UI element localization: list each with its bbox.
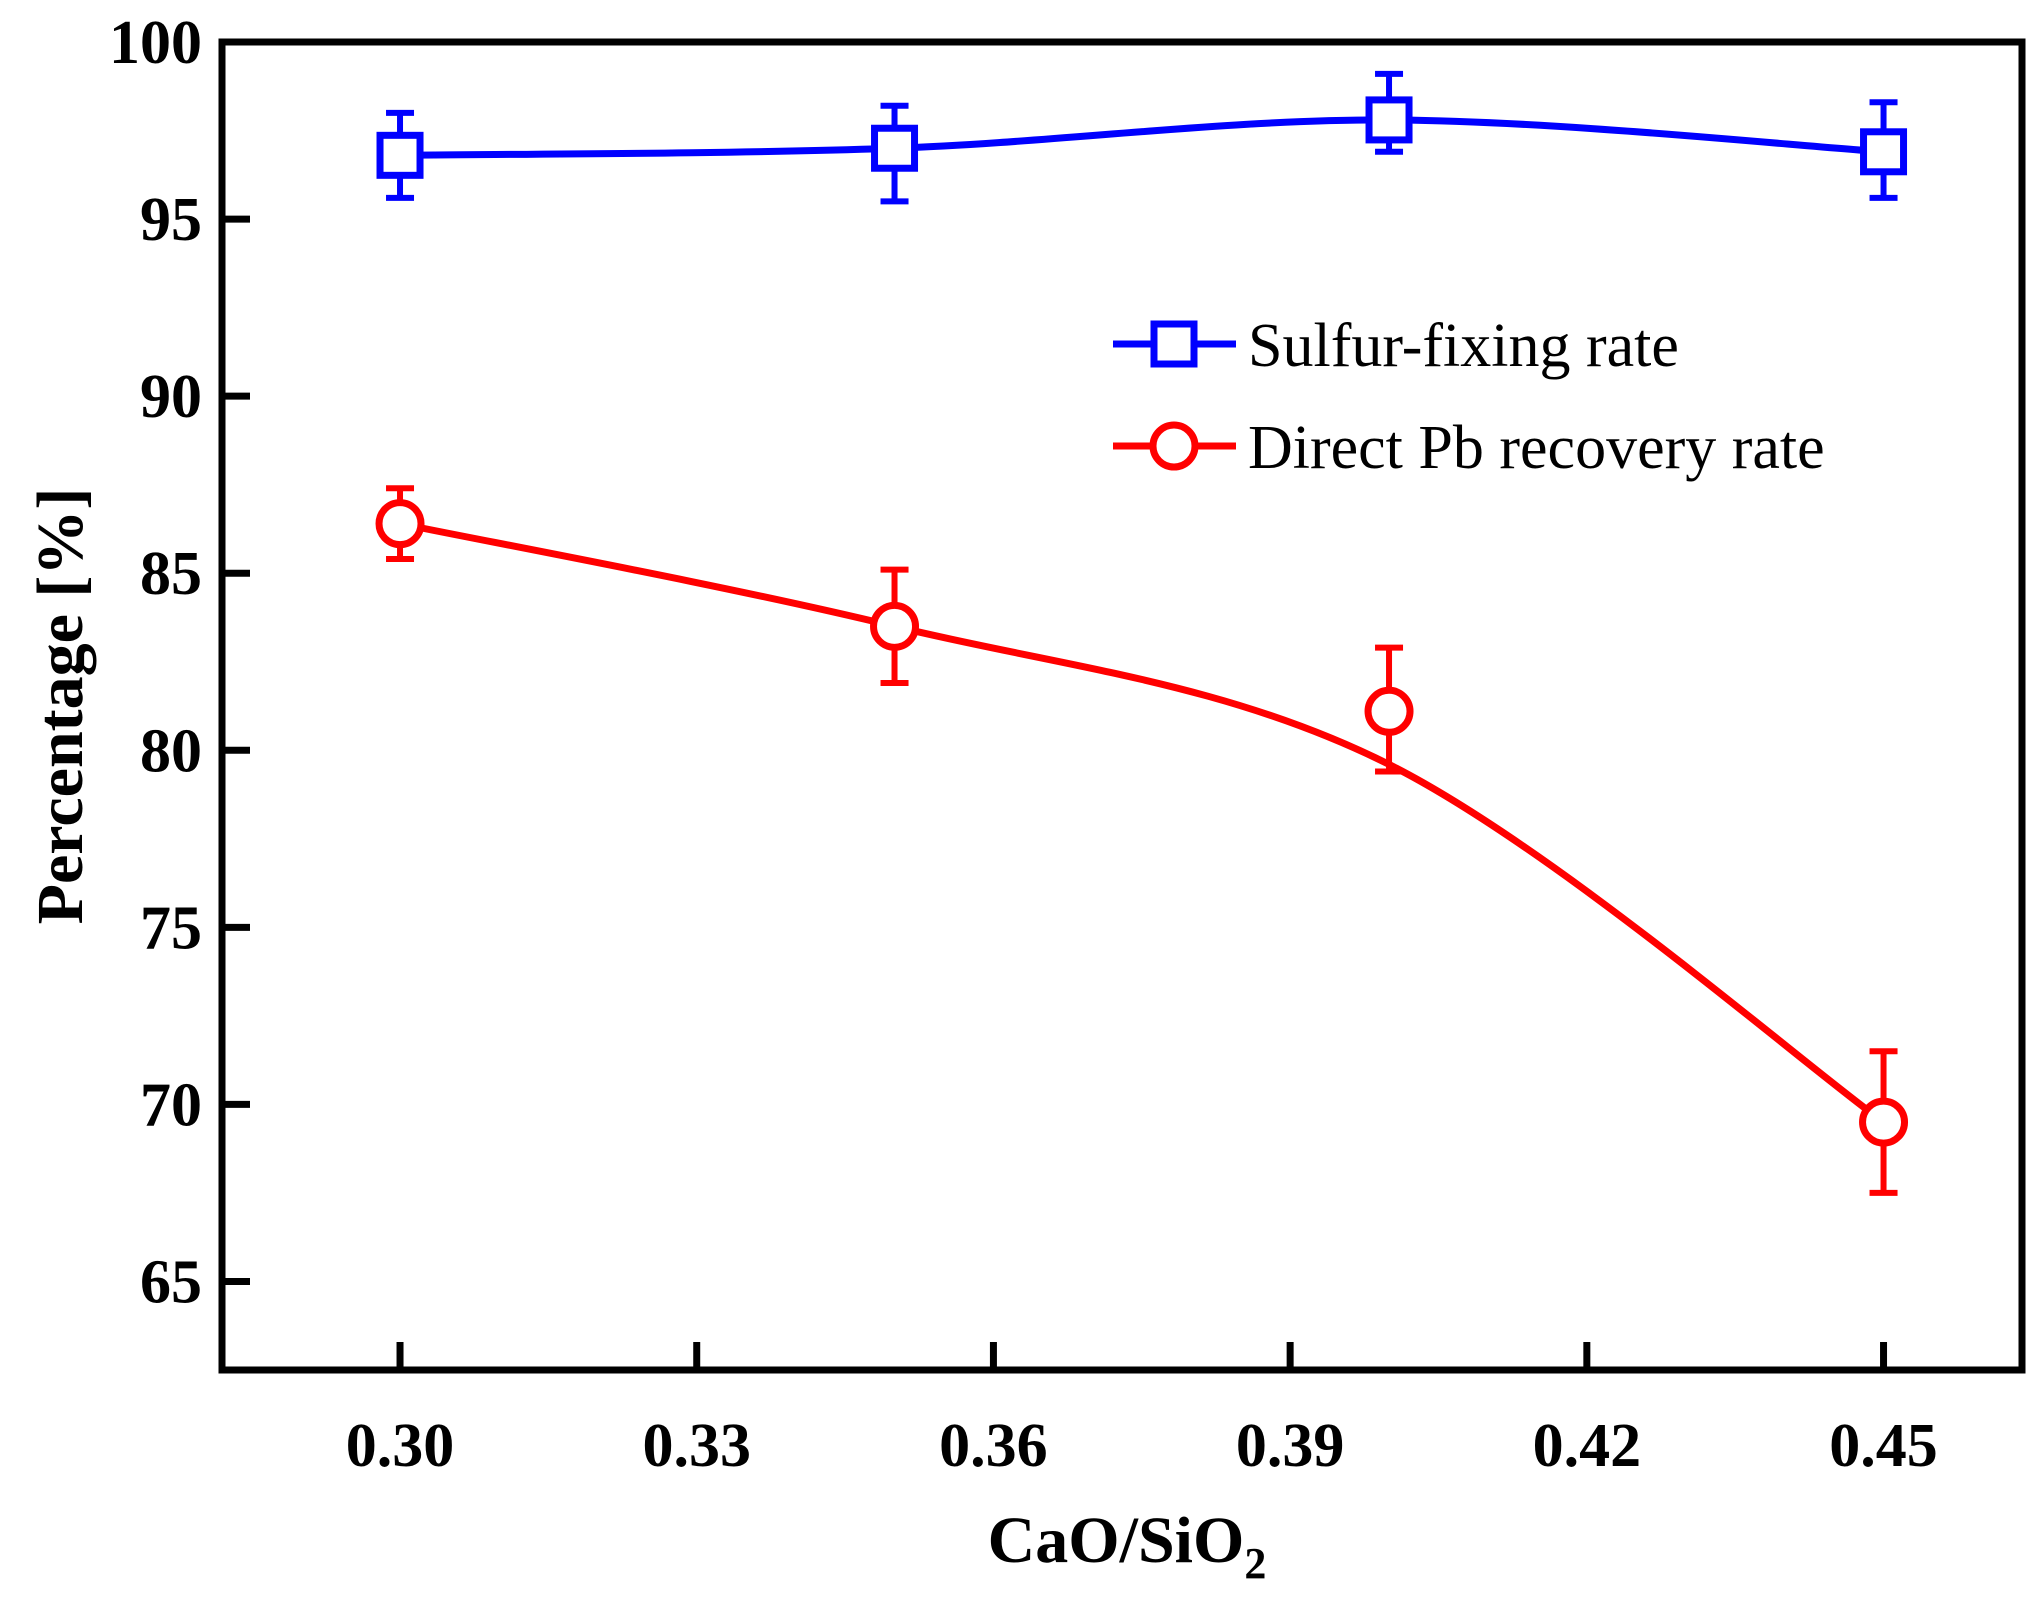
legend-swatch-marker	[1150, 320, 1198, 368]
data-point	[870, 601, 920, 651]
x-tick-label: 0.36	[939, 1412, 1048, 1480]
x-tick-label: 0.33	[642, 1412, 751, 1480]
plot-frame	[218, 38, 2026, 1374]
series-line	[399, 116, 1884, 159]
y-tick-label: 90	[140, 363, 202, 431]
y-tick-label: 75	[140, 894, 202, 962]
legend: Sulfur-fixing rate Direct Pb recovery rat…	[1113, 312, 1825, 482]
data-point	[1364, 686, 1414, 736]
x-axis-ticks: 0.30 0.33 0.36 0.39 0.42 0.45	[346, 1342, 1938, 1480]
x-axis-title-main: CaO/SiO	[988, 1504, 1245, 1577]
legend-label: Direct Pb recovery rate	[1248, 414, 1825, 482]
data-point	[1859, 1097, 1909, 1147]
legend-swatch-marker	[1149, 421, 1199, 471]
x-axis-title-subscript: 2	[1244, 1539, 1266, 1588]
data-point	[871, 124, 919, 172]
y-tick-label: 95	[140, 186, 202, 254]
series-line	[399, 520, 1886, 1125]
y-tick-label: 65	[140, 1248, 202, 1316]
y-tick-label: 70	[140, 1071, 202, 1139]
legend-label: Sulfur-fixing rate	[1248, 312, 1679, 380]
series-0	[376, 70, 1908, 205]
legend-item-1: Direct Pb recovery rate	[1113, 414, 1825, 482]
data-point	[376, 131, 424, 179]
x-tick-label: 0.42	[1533, 1412, 1642, 1480]
series-1	[375, 485, 1909, 1196]
x-axis-title: CaO/SiO2	[988, 1504, 1267, 1588]
x-tick-label: 0.45	[1829, 1412, 1938, 1480]
y-tick-label: 85	[140, 540, 202, 608]
y-axis-title: Percentage [%]	[24, 488, 97, 925]
x-tick-label: 0.30	[346, 1412, 455, 1480]
data-point	[1860, 128, 1908, 176]
y-tick-label: 80	[140, 717, 202, 785]
x-tick-label: 0.39	[1236, 1412, 1345, 1480]
y-axis-ticks: 65 70 75 80 85 90 95 100	[109, 9, 250, 1316]
legend-item-0: Sulfur-fixing rate	[1113, 312, 1679, 380]
data-point	[375, 499, 425, 549]
series-layer	[375, 70, 1909, 1196]
y-tick-label: 100	[109, 9, 202, 77]
data-point	[1365, 96, 1413, 144]
